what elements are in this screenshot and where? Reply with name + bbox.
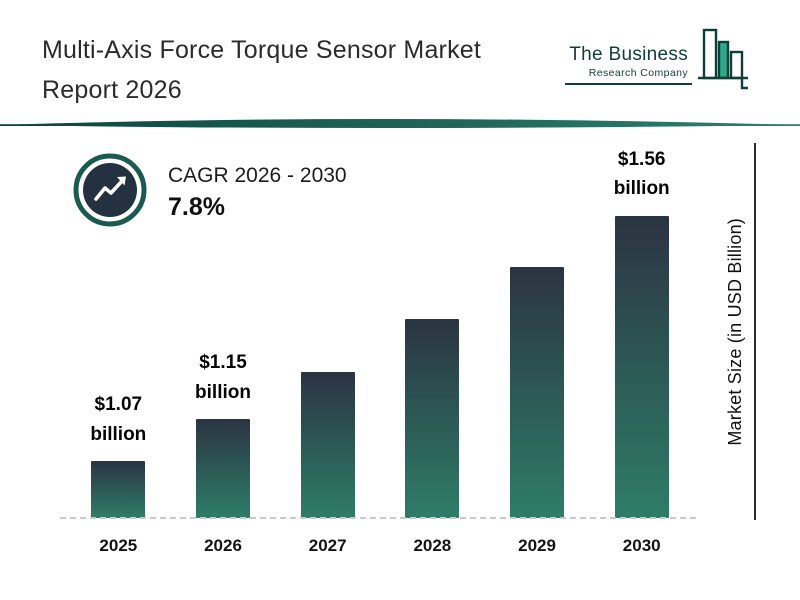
bar-year-label: 2029 [518, 536, 556, 555]
bar-2028 [405, 319, 460, 518]
bars-row: $1.07 billion 2025 $1.15 billion 2026 2027 2028… [66, 145, 694, 555]
page-title-line2: Report 2026 [42, 76, 182, 104]
bar-year-label: 2028 [413, 536, 452, 555]
bar-value-amount: $1.56 [617, 149, 666, 170]
bar-column: $1.15 billion 2026 [171, 145, 276, 555]
y-axis-title: Market Size (in USD Billion) [725, 217, 745, 446]
bar-value-amount: $1.07 [94, 394, 143, 416]
bar-value-label: $1.56 billion [614, 145, 670, 204]
bar-value-unit: billion [613, 178, 670, 200]
bar-chart-logo-icon [698, 28, 748, 95]
bar-2030 [614, 215, 669, 518]
company-logo-name: The Business [569, 44, 688, 65]
bar-value-label: $1.15 billion [195, 348, 251, 407]
cagr-label: CAGR 2026 - 2030 [168, 163, 347, 187]
bar-value-label: $1.07 billion [90, 390, 146, 449]
bar-value-amount: $1.15 [199, 352, 247, 374]
bar-column: 2027 [275, 145, 380, 555]
bar-value-unit: billion [90, 423, 147, 445]
section-divider [0, 118, 800, 134]
cagr-texts: CAGR 2026 - 2030 7.8% [168, 164, 347, 222]
cagr-badge: CAGR 2026 - 2030 7.8% [72, 152, 347, 233]
bar-2029 [510, 267, 565, 518]
bar-column: 2029 [485, 145, 590, 555]
cagr-value: 7.8% [168, 192, 225, 221]
company-logo-text: The Business Research Company [565, 44, 692, 85]
bar-chart: $1.07 billion 2025 $1.15 billion 2026 2027 2028… [60, 145, 696, 555]
bar-value-unit: billion [195, 381, 251, 403]
trend-up-icon [72, 152, 148, 233]
bar-year-label: 2027 [308, 536, 347, 555]
bar-year-label: 2026 [204, 536, 242, 555]
bar-column: 2028 [380, 145, 485, 555]
y-axis-line [754, 143, 756, 520]
page-title-line1: Multi-Axis Force Torque Sensor Market [42, 36, 482, 64]
page-title: Multi-Axis Force Torque Sensor Market Re… [42, 30, 562, 110]
bar-year-label: 2025 [99, 536, 138, 555]
bar-column: $1.07 billion 2025 [66, 145, 171, 555]
bar-column: $1.56 billion 2030 [589, 145, 694, 555]
y-axis: Market Size (in USD Billion) [725, 143, 756, 520]
bar-2025 [91, 461, 146, 518]
bar-2027 [300, 372, 355, 518]
bar-2026 [196, 419, 250, 518]
bar-year-label: 2030 [622, 536, 661, 555]
company-logo: The Business Research Company [565, 28, 748, 95]
company-logo-subtitle: Research Company [588, 67, 688, 79]
